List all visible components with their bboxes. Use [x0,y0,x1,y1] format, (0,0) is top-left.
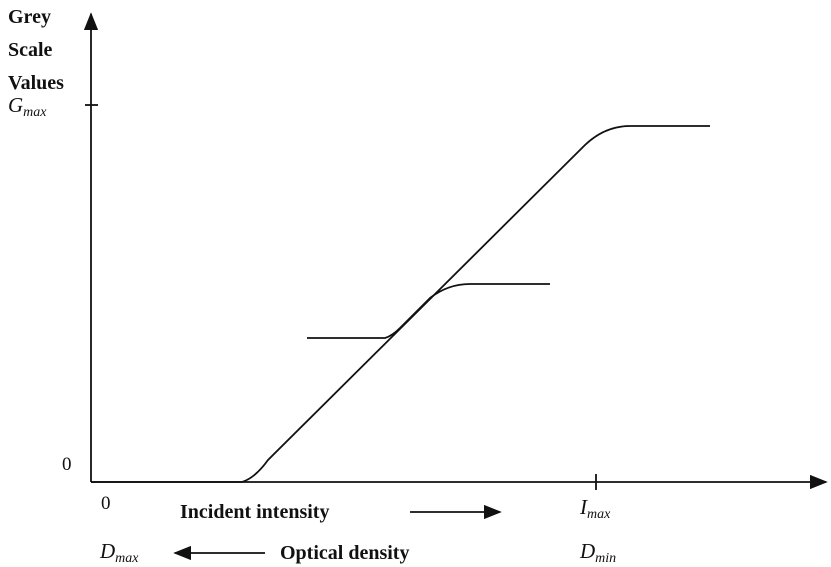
y-zero-label: 0 [62,454,72,475]
incident-label: Incident intensity [180,501,329,523]
x-origin-label: 0 [101,493,111,514]
dmin-label: Dmin [579,539,616,566]
y-label-line: Grey [8,6,51,28]
y-label-line: Scale [8,39,53,61]
dmax-label: Dmax [99,539,139,566]
main-curve [91,125,710,483]
optical-label: Optical density [280,542,409,564]
second-curve [307,283,550,339]
y-label-line: Values [8,72,64,94]
gmax-label: Gmax [8,93,47,120]
imax-label: Imax [579,495,611,522]
